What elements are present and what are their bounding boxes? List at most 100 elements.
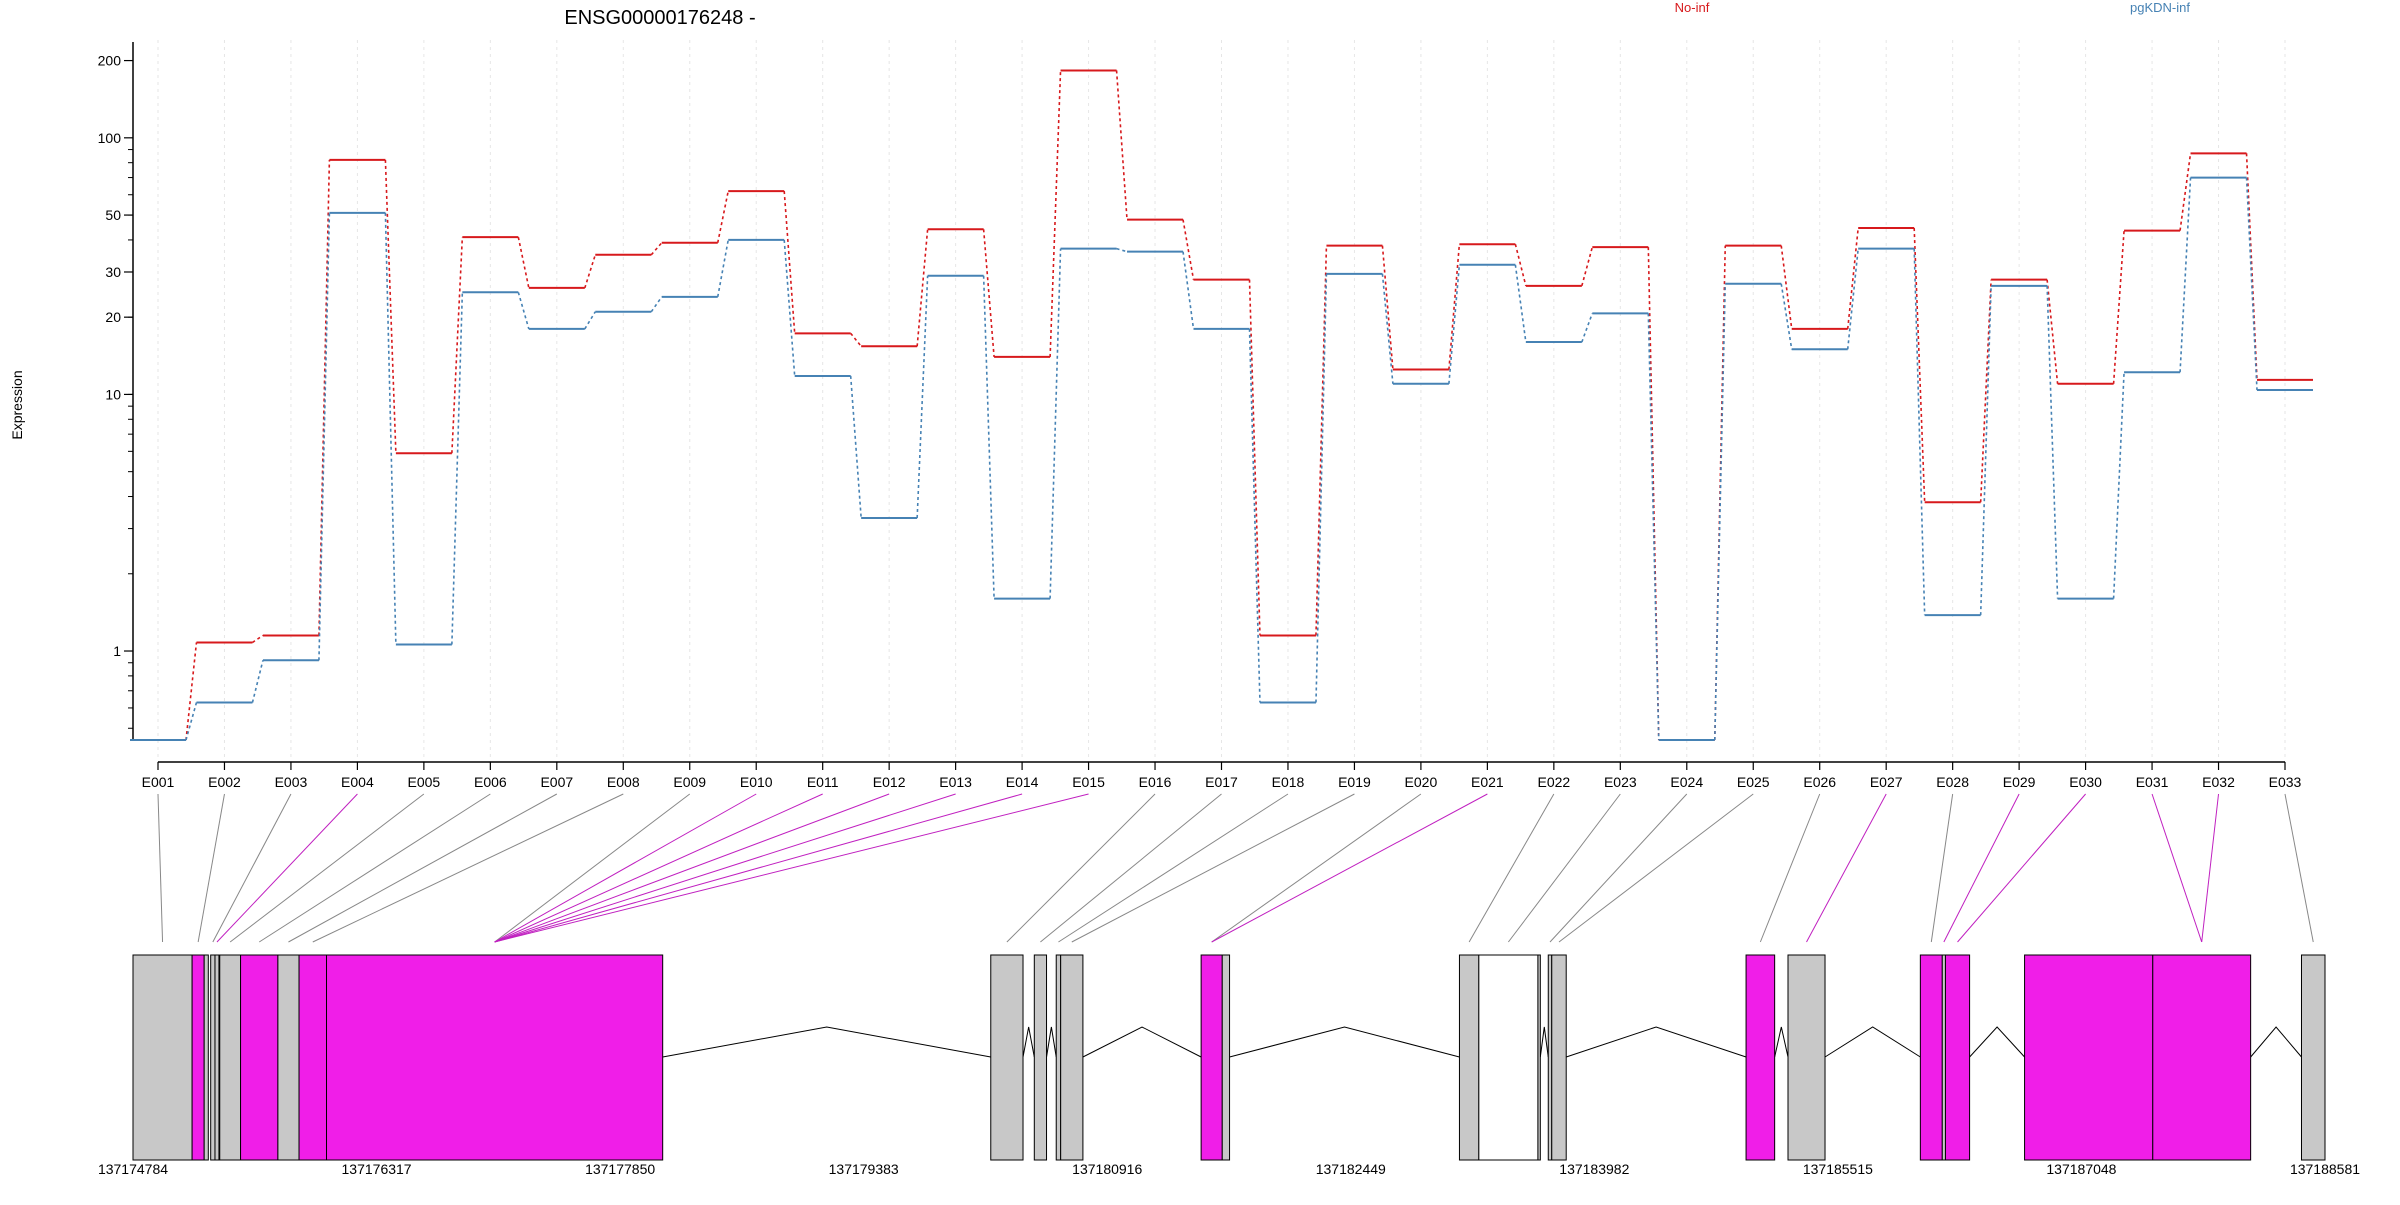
x-tick-label-e033: E033 (2269, 774, 2302, 790)
series-no-inf-connector (1115, 70, 1128, 220)
series-lines (130, 69, 2313, 741)
exon-block-e022 (1745, 954, 1776, 1161)
series-pgkdn-inf-connector (982, 275, 995, 599)
exon-block-e004 (210, 954, 216, 1161)
series-no-inf-connector (1315, 245, 1328, 636)
series-no-inf-connector (1846, 227, 1859, 329)
intron-line (1022, 1026, 1035, 1058)
y-tick-label-30: 30 (105, 264, 121, 280)
series-no-inf-connector (1182, 219, 1195, 280)
exon-link-e011 (494, 793, 823, 943)
series-no-inf-connector (252, 634, 264, 644)
x-tick-label-e022: E022 (1537, 774, 1570, 790)
exon-link-e008 (312, 793, 624, 943)
series-no-inf-connector (2046, 279, 2059, 384)
series-no-inf-connector (2112, 230, 2125, 384)
exon-block-e013 (1055, 954, 1062, 1161)
series-no-inf-connector (1979, 279, 1992, 503)
series-no-inf-connector (916, 229, 929, 347)
series-no-inf-connector (2179, 153, 2192, 231)
series-pgkdn-inf-connector (1780, 283, 1793, 350)
exon-block-e005 (214, 954, 220, 1161)
series-no-inf-connector (1913, 228, 1926, 503)
series-pgkdn-inf-connector (2179, 177, 2192, 373)
exon-block-e029 (2300, 954, 2326, 1161)
x-tick-label-e018: E018 (1272, 774, 1305, 790)
intron-line (1229, 1026, 1460, 1058)
series-pgkdn-inf-connector (251, 660, 264, 703)
exon-link-e033 (2284, 793, 2314, 943)
exon-link-e015 (494, 793, 1089, 943)
exon-block-e003 (203, 954, 209, 1161)
series-no-inf-connector (584, 254, 597, 289)
series-pgkdn-inf-connector (1713, 283, 1727, 741)
series-pgkdn-inf-connector (1182, 251, 1195, 330)
x-tick-label-e001: E001 (142, 774, 175, 790)
x-tick-label-e024: E024 (1670, 774, 1703, 790)
coordinate-label-137187048: 137187048 (2046, 1161, 2116, 1177)
exon-block-e011 (990, 954, 1024, 1161)
x-tick-label-e004: E004 (341, 774, 374, 790)
series-pgkdn-inf (130, 176, 2313, 741)
exon-block-e014 (1060, 954, 1084, 1161)
exon-link-e030 (1957, 793, 2086, 943)
x-tick-label-e032: E032 (2202, 774, 2235, 790)
exon-block-e012 (1033, 954, 1048, 1161)
exon-link-e002 (197, 793, 225, 943)
series-pgkdn-inf-connector (783, 239, 796, 377)
series-no-inf (130, 69, 2313, 741)
exon-block-e001 (132, 954, 193, 1161)
intron-line (1046, 1026, 1057, 1058)
series-no-inf-connector (716, 190, 730, 243)
exon-link-e019 (1071, 793, 1355, 943)
x-tick-label-e010: E010 (740, 774, 773, 790)
x-tick-label-e029: E029 (2003, 774, 2036, 790)
coordinate-label-137180916: 137180916 (1072, 1161, 1142, 1177)
x-tick-label-e009: E009 (673, 774, 706, 790)
y-tick-label-20: 20 (105, 309, 121, 325)
exon-link-e024 (1549, 793, 1688, 943)
gridlines (157, 40, 2286, 762)
intron-line (1774, 1026, 1789, 1058)
x-tick-label-e005: E005 (408, 774, 441, 790)
exon-block-e007 (240, 954, 279, 1161)
exon-link-e012 (494, 793, 890, 943)
series-no-inf-connector (1581, 246, 1594, 287)
exon-link-e032 (2201, 793, 2220, 943)
x-tick-label-e026: E026 (1803, 774, 1836, 790)
legend-entry-no-inf: No-inf (1675, 0, 1710, 15)
coordinate-label-137177850: 137177850 (585, 1161, 655, 1177)
series-pgkdn-inf-connector (1116, 247, 1128, 253)
x-tick-label-e006: E006 (474, 774, 507, 790)
x-tick-label-e011: E011 (807, 774, 839, 790)
y-tick-label-100: 100 (98, 130, 122, 146)
exon-link-e004 (216, 793, 358, 943)
series-no-inf-connector (517, 237, 530, 289)
series-pgkdn-inf-connector (916, 275, 929, 518)
series-pgkdn-inf-connector (384, 212, 397, 645)
series-pgkdn-inf-connector (1315, 273, 1328, 703)
series-pgkdn-inf-connector (1647, 313, 1660, 741)
exon-block-e015 (1200, 954, 1223, 1161)
y-tick-label-50: 50 (105, 207, 121, 223)
x-tick-label-e021: E021 (1471, 774, 1504, 790)
exon-block-e018 (1478, 954, 1539, 1161)
exon-link-e017 (1040, 793, 1222, 943)
series-no-inf-connector (1780, 245, 1793, 330)
x-tick-label-e003: E003 (275, 774, 308, 790)
exon-link-lines (157, 793, 2314, 943)
exon-block-e002 (191, 954, 205, 1161)
series-pgkdn-inf-connector (451, 292, 464, 645)
series-pgkdn-inf-connector (2245, 177, 2258, 391)
x-tick-label-e028: E028 (1936, 774, 1969, 790)
x-tick-label-e020: E020 (1405, 774, 1438, 790)
series-pgkdn-inf-connector (185, 702, 198, 741)
exon-block-e020 (1547, 954, 1553, 1161)
x-tick-label-e008: E008 (607, 774, 640, 790)
series-pgkdn-inf-connector (1248, 328, 1261, 703)
x-tick-label-e025: E025 (1737, 774, 1770, 790)
exon-block-e009 (298, 954, 328, 1161)
x-tick-label-e014: E014 (1006, 774, 1039, 790)
intron-line (1824, 1026, 1921, 1058)
